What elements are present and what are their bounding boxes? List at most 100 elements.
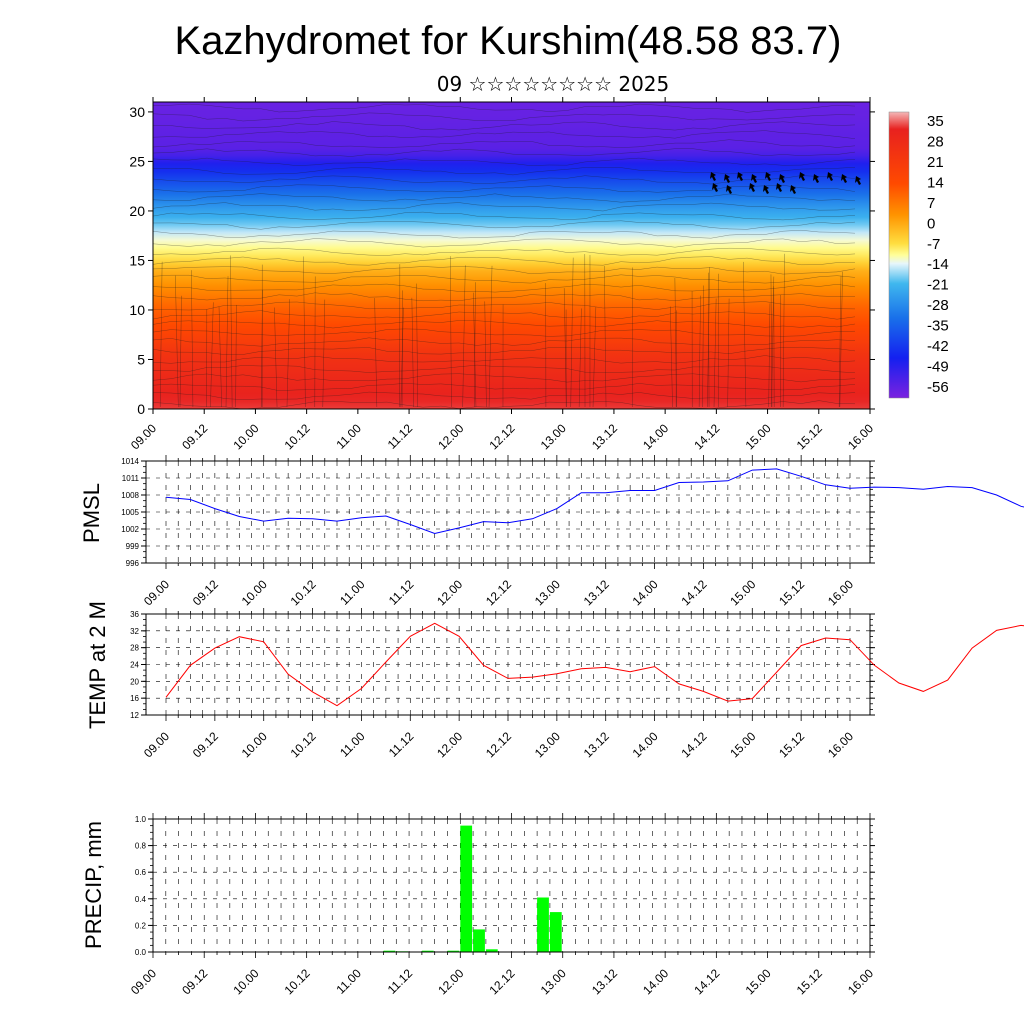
streamline — [179, 295, 182, 408]
x-tick-label: 09.12 — [190, 577, 221, 608]
x-tick-label: 16.00 — [845, 966, 876, 997]
x-tick-label: 11.00 — [337, 729, 368, 760]
x-tick-label: 09.12 — [190, 729, 221, 760]
x-tick-label: 09.12 — [179, 966, 210, 997]
panel-frame — [145, 460, 871, 564]
streamline — [322, 299, 326, 408]
wind-arrow — [779, 174, 785, 183]
streamline — [770, 274, 773, 408]
streamline — [152, 391, 856, 400]
colorbar-label: -14 — [927, 256, 949, 273]
x-tick-label: 13.00 — [532, 577, 563, 608]
y-tick-label: 5 — [137, 351, 145, 367]
streamline — [488, 265, 493, 408]
cross-section-field — [153, 102, 870, 409]
temp-ylabel: TEMP at 2 M — [85, 601, 110, 729]
x-tick-label: 12.00 — [435, 421, 466, 452]
x-tick-label: 14.12 — [678, 729, 709, 760]
precip-ylabel: PRECIP, mm — [81, 821, 106, 949]
x-tick-label: 11.00 — [333, 421, 364, 452]
y-tick-label: 32 — [130, 627, 139, 636]
cross-section-panel: 0 5 10 15 20 25 30 09.00 09.12 10.00 10.12 11.00 11… — [128, 97, 876, 452]
y-tick-label: 0.2 — [135, 921, 147, 930]
x-tick-label: 09.00 — [141, 577, 172, 608]
y-tick-label: 25 — [129, 153, 145, 169]
colorbar-label: -56 — [927, 379, 949, 396]
streamline — [578, 308, 582, 408]
x-tick-label: 11.12 — [385, 966, 416, 997]
streamline — [152, 103, 856, 113]
x-tick-label: 15.00 — [743, 421, 774, 452]
y-tick-label: 0.0 — [135, 948, 147, 957]
streamline — [484, 301, 487, 408]
streamline — [218, 306, 222, 408]
x-tick-label: 10.12 — [288, 729, 319, 760]
streamline — [152, 112, 856, 122]
colorbar-label: 0 — [927, 215, 935, 232]
x-tick-label: 13.00 — [532, 729, 563, 760]
streamline — [230, 255, 233, 408]
y-tick-label: 1002 — [121, 525, 139, 534]
streamline — [152, 400, 856, 410]
streamline — [286, 299, 290, 408]
streamline — [152, 283, 856, 293]
streamline — [670, 306, 673, 408]
x-tick-label: 13.12 — [589, 966, 620, 997]
streamline — [462, 265, 466, 408]
y-tick-label: 24 — [130, 661, 139, 670]
x-tick-label: 10.00 — [230, 421, 261, 452]
colorbar-label: -35 — [927, 318, 949, 335]
y-tick-label: 36 — [130, 610, 139, 619]
precip-bar — [549, 912, 562, 952]
pmsl-ylabel: PMSL — [79, 483, 104, 543]
streamline — [604, 265, 607, 408]
streamline — [450, 256, 452, 408]
y-tick-label: 1014 — [121, 457, 139, 466]
streamline — [374, 298, 378, 408]
wind-arrow — [763, 185, 769, 194]
streamline — [674, 277, 677, 408]
precip-bar — [473, 929, 485, 952]
x-tick-label: 11.00 — [337, 577, 368, 608]
x-tick-label: 12.12 — [486, 966, 517, 997]
y-tick-label: 1008 — [121, 491, 139, 500]
streamline — [838, 275, 842, 408]
colorbar-labels: 35 28 21 14 7 0 -7 -14 -21 -28 -35 -42 -49 -56 — [927, 113, 949, 396]
streamline — [473, 292, 477, 408]
colorbar-label: 14 — [927, 174, 944, 191]
streamline — [743, 261, 747, 408]
streamline — [152, 320, 856, 329]
streamline — [152, 139, 856, 148]
wind-arrow — [726, 185, 732, 194]
x-tick-label: 10.00 — [239, 577, 270, 608]
x-tick-label: 12.00 — [435, 966, 466, 997]
streamline — [152, 355, 856, 364]
x-tick-label: 16.00 — [825, 577, 856, 608]
x-tick-label: 10.12 — [282, 966, 313, 997]
x-tick-label: 15.12 — [776, 577, 807, 608]
streamline — [702, 285, 704, 408]
streamline — [152, 229, 856, 239]
x-tick-label: 16.00 — [845, 421, 876, 452]
streamline — [592, 307, 597, 408]
x-tick-label: 15.12 — [776, 729, 807, 760]
streamline — [839, 271, 843, 408]
streamline — [152, 274, 856, 284]
streamline — [152, 346, 856, 355]
streamline — [698, 295, 701, 408]
x-tick-label: 12.12 — [483, 577, 514, 608]
x-tick-label: 14.00 — [630, 729, 661, 760]
streamline — [152, 383, 856, 391]
y-tick-label: 999 — [126, 542, 140, 551]
wind-arrow — [710, 172, 716, 181]
wind-arrow — [799, 172, 805, 181]
wind-arrow — [776, 183, 782, 192]
streamline — [152, 337, 856, 347]
y-tick-label: 30 — [129, 104, 145, 120]
streamline — [175, 275, 179, 408]
wind-arrow — [813, 174, 819, 183]
wind-arrow — [841, 174, 847, 183]
x-tick-label: 15.00 — [743, 966, 774, 997]
streamline — [152, 130, 856, 139]
